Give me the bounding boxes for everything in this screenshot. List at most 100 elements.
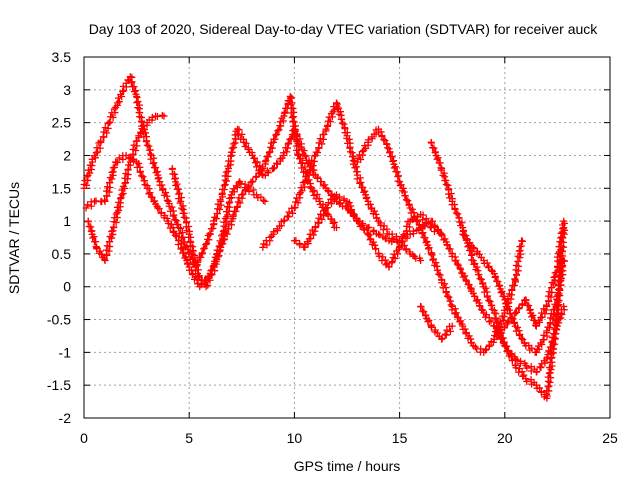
trace-marker [411, 212, 419, 220]
trace-marker [478, 306, 486, 314]
trace-marker [287, 135, 295, 143]
trace-marker [508, 356, 516, 364]
trace-marker [143, 137, 151, 145]
trace-marker [84, 166, 92, 174]
trace-marker [443, 292, 451, 300]
trace-marker [232, 127, 240, 135]
trace-marker [485, 262, 493, 270]
trace-marker [458, 320, 466, 328]
trace-marker [109, 113, 117, 121]
trace-marker [122, 179, 130, 187]
trace-marker [274, 127, 282, 135]
trace-marker [236, 199, 244, 207]
trace-marker [538, 340, 546, 348]
trace-marker [216, 206, 224, 214]
trace-marker [140, 177, 148, 185]
trace-marker [517, 334, 525, 342]
trace-marker [176, 189, 184, 197]
trace-marker [139, 173, 147, 181]
trace-marker [265, 149, 273, 157]
trace-marker [385, 263, 393, 271]
trace-marker [476, 348, 484, 356]
trace-marker [448, 195, 456, 203]
trace-marker [402, 196, 410, 204]
trace-marker [233, 183, 241, 191]
trace-marker [412, 216, 420, 224]
trace-marker [556, 286, 564, 294]
trace-marker [224, 211, 232, 219]
trace-marker [541, 310, 549, 318]
trace-marker [191, 258, 199, 266]
trace-marker [179, 249, 187, 257]
trace-marker [143, 121, 151, 129]
trace-marker [294, 150, 302, 158]
trace-marker [285, 208, 293, 216]
trace-marker [487, 317, 495, 325]
trace-marker [553, 295, 561, 303]
trace-marker [172, 182, 180, 190]
trace-marker [299, 159, 307, 167]
trace-marker [340, 196, 348, 204]
trace-marker [447, 190, 455, 198]
trace-marker [170, 227, 178, 235]
trace-marker [358, 183, 366, 191]
trace-marker [92, 149, 100, 157]
trace-marker [482, 346, 490, 354]
trace-marker [519, 372, 527, 380]
trace-marker [309, 171, 317, 179]
trace-marker [280, 216, 288, 224]
trace-marker [552, 330, 560, 338]
trace-marker [180, 213, 188, 221]
trace-marker [115, 98, 123, 106]
trace-marker [349, 210, 357, 218]
trace-marker [315, 195, 323, 203]
trace-marker [278, 114, 286, 122]
trace-marker [423, 238, 431, 246]
trace-marker [466, 284, 474, 292]
trace-marker [551, 321, 559, 329]
trace-marker [286, 135, 294, 143]
trace-marker [270, 164, 278, 172]
trace-marker [248, 149, 256, 157]
trace-marker [197, 276, 205, 284]
trace-marker [529, 311, 537, 319]
trace-marker [523, 301, 531, 309]
trace-marker [150, 164, 158, 172]
trace-marker [143, 141, 151, 149]
trace-marker [117, 194, 125, 202]
trace-marker [442, 288, 450, 296]
trace-marker [455, 214, 463, 222]
trace-marker [233, 203, 241, 211]
x-tick-label: 0 [80, 430, 88, 446]
trace-marker [115, 154, 123, 162]
trace-marker [424, 318, 432, 326]
trace-marker [125, 154, 133, 162]
trace-marker [330, 223, 338, 231]
trace-marker [446, 327, 454, 335]
trace-marker [138, 172, 146, 180]
trace-marker [301, 163, 309, 171]
trace-marker [420, 234, 428, 242]
trace-marker [275, 126, 283, 134]
trace-marker [322, 127, 330, 135]
trace-marker [148, 113, 156, 121]
trace-marker [468, 256, 476, 264]
trace-marker [516, 243, 524, 251]
trace-marker [222, 177, 230, 185]
trace-marker [206, 230, 214, 238]
trace-marker [477, 275, 485, 283]
trace-marker [155, 174, 163, 182]
trace-marker [509, 281, 517, 289]
trace-marker [96, 144, 104, 152]
trace-marker [114, 94, 122, 102]
series-sat-h [427, 138, 569, 402]
trace-marker [535, 345, 543, 353]
trace-marker [271, 135, 279, 143]
x-tick-label: 20 [497, 430, 513, 446]
trace-marker [356, 222, 364, 230]
trace-marker [427, 139, 435, 147]
trace-marker [404, 218, 412, 226]
trace-marker [391, 254, 399, 262]
trace-marker [169, 212, 177, 220]
trace-marker [204, 281, 212, 289]
